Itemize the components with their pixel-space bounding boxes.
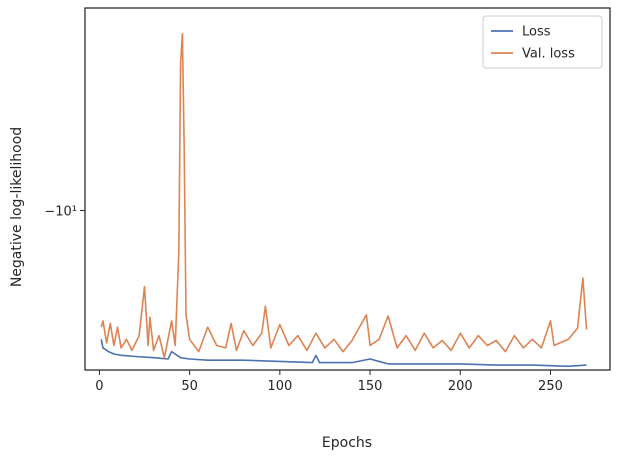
y-axis-ticks: −10¹ [44,204,85,219]
legend: Loss Val. loss [482,15,603,69]
y-tick-label: −10¹ [44,204,77,219]
legend-box [482,15,603,69]
series-line-2 [100,32,588,359]
legend-entry-1: Loss [522,25,551,40]
x-tick-label: 0 [95,379,103,394]
series-layer [100,32,588,368]
x-axis-ticks: 0 50 100 150 200 250 [95,370,563,394]
legend-entry-2: Val. loss [522,47,575,62]
y-axis-label: Negative log-likelihood [9,127,25,287]
plot-frame [84,7,611,371]
series-line-1 [100,339,587,368]
x-tick-label: 200 [448,379,473,394]
x-tick-label: 50 [181,379,198,394]
x-tick-label: 150 [358,379,383,394]
x-tick-label: 100 [267,379,292,394]
x-axis-label: Epochs [322,435,372,451]
x-tick-label: 250 [538,379,563,394]
